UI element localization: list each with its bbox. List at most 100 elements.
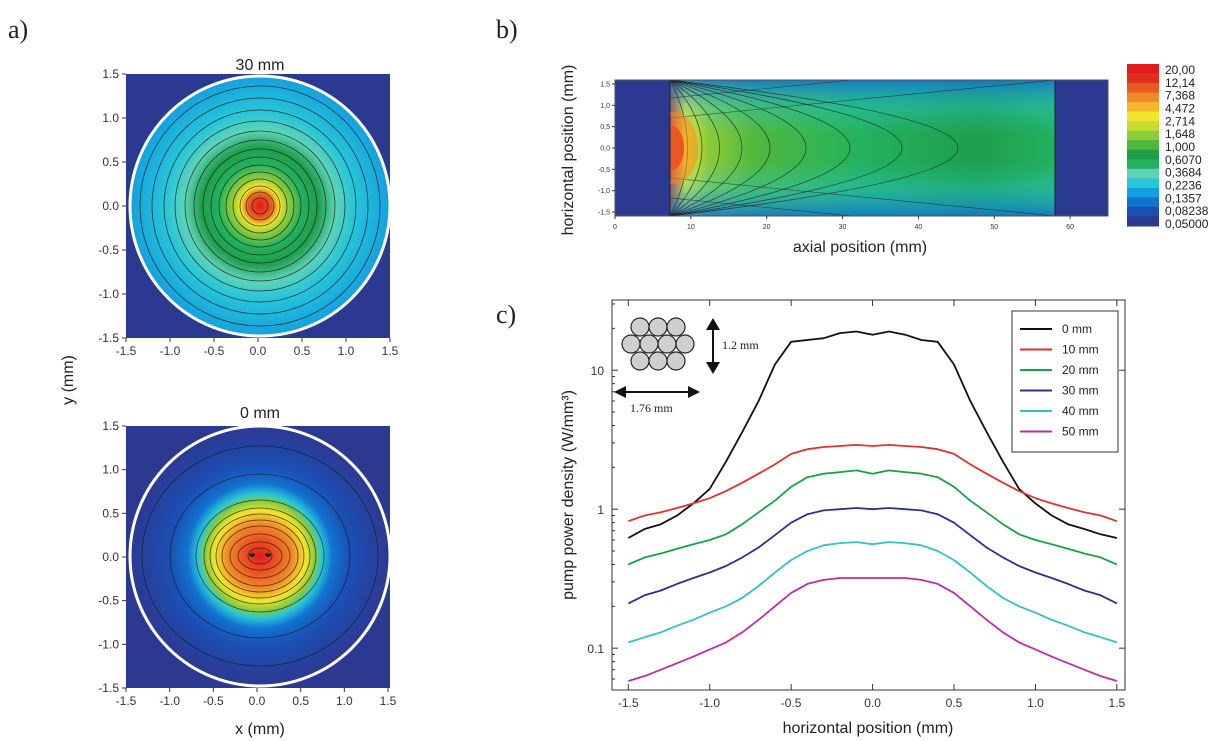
colorbar-label: 0,2236 [1165, 179, 1202, 193]
colorbar-segment [1127, 149, 1159, 160]
axial-y-tick-label: 1,0 [600, 103, 610, 110]
heatmap-0mm-aperture [128, 424, 392, 688]
heatmap-30mm-y-tick-label: 0.0 [102, 199, 119, 213]
colorbar-segment [1127, 168, 1159, 179]
series-line-30-mm [627, 507, 1118, 605]
heatmap-30mm-y-tick-label: 1.0 [102, 111, 119, 125]
colorbar-segment [1127, 178, 1159, 189]
heatmap-0mm-y-tick-label: 0.0 [102, 550, 119, 564]
colorbar-segment [1127, 216, 1159, 227]
heatmap-30mm-aperture [128, 74, 392, 338]
width-label: 1.76 mm [630, 401, 673, 415]
colorbar-segment [1127, 64, 1159, 75]
axial-x-tick-label: 0 [613, 224, 617, 231]
series-line-40-mm [628, 541, 1118, 644]
contour-line [151, 97, 369, 315]
panel-label-c: c) [496, 300, 516, 329]
contour-line [670, 197, 860, 216]
contour-line [670, 80, 807, 216]
colorbar-segment [1127, 92, 1159, 103]
colorbar-segment [1127, 73, 1159, 84]
fiber-icon [666, 317, 686, 337]
height-label: 1.2 mm [722, 338, 759, 352]
contour-line [209, 513, 311, 599]
contour-line [141, 445, 379, 667]
colorbar-segment [1127, 187, 1159, 198]
fiber-icon [630, 351, 650, 371]
colorbar-segment [1127, 102, 1159, 113]
colorbar-segment [1127, 111, 1159, 122]
heatmap-y-axis-title: y (mm) [60, 355, 77, 405]
heatmap-0mm: 0 mm -1.5 -1.0 -0.5 0.0 0.5 1.0 1.5 -1.5 -1.0 -0… [98, 405, 396, 708]
contour-line [174, 120, 346, 292]
heatmap-30mm-field [130, 76, 390, 336]
contour-line [169, 473, 351, 639]
heatmap-30mm-x-tick-label: -0.5 [204, 344, 225, 358]
colorbar-segment [1127, 197, 1159, 208]
colorbar-segment [1127, 159, 1159, 170]
hotspot-marker [265, 553, 271, 557]
contour-line [215, 519, 305, 593]
heatmap-30mm-x-ticks: -1.5 -1.0 -0.5 0.0 0.5 1.0 1.5 [116, 338, 399, 358]
heatmap-0mm-x-tick-label: -0.5 [203, 694, 224, 708]
contour-line [239, 185, 281, 227]
axial-heatmap-y-ticks: 1,5 1,0 0,5 0,0 -0,5 -1,0 -1,5 [598, 82, 615, 217]
fiber-bundle-icon [621, 317, 695, 371]
legend-label: 30 mm [1062, 384, 1099, 398]
heatmap-0mm-y-tick-label: 1.5 [102, 419, 119, 433]
contour-line [670, 80, 851, 216]
heatmap-30mm: 30 mm -1.5 -1.0 -0.5 0.0 0.5 1.0 1.5 -1.5-1.0-… [98, 57, 398, 358]
series-line-0-mm [627, 330, 1118, 539]
heatmap-30mm-y-tick-label: 0.5 [102, 155, 119, 169]
heatmap-30mm-x-tick-label: 1.5 [382, 344, 399, 358]
hotspot-marker [249, 553, 255, 557]
heatmap-30mm-contours [139, 85, 381, 327]
hotspot-halo [670, 112, 698, 184]
colorbar-label: 0,6070 [1165, 153, 1202, 167]
series-line-50-mm [628, 577, 1118, 682]
contour-line [670, 80, 771, 216]
fiber-icon [630, 317, 650, 337]
legend-label: 10 mm [1062, 343, 1099, 357]
heatmap-0mm-title: 0 mm [240, 405, 280, 422]
line-x-tick-label: 0.5 [946, 696, 963, 710]
axial-y-tick-label: -1,5 [598, 210, 610, 217]
heatmap-0mm-x-tick-label: 1.0 [336, 694, 353, 708]
axial-heatmap-y-axis-title: horizontal position (mm) [560, 65, 577, 236]
colorbar-segment [1127, 121, 1159, 132]
axial-y-tick-label: -0,5 [598, 167, 610, 174]
contour-line [229, 533, 291, 579]
colorbar-label: 2,714 [1165, 114, 1195, 128]
contour-line [670, 80, 743, 216]
contour-line [202, 148, 318, 264]
legend-label: 40 mm [1062, 404, 1099, 418]
line-x-tick-label: -0.5 [781, 696, 802, 710]
legend-label: 20 mm [1062, 363, 1099, 377]
series-line-20-mm [627, 469, 1118, 566]
heatmap-30mm-y-tick-label: -1.0 [98, 287, 119, 301]
contour-line [225, 171, 295, 241]
contour-line [251, 197, 269, 215]
axial-heatmap-edge-falloff [670, 80, 1055, 216]
axial-x-tick-label: 60 [1066, 224, 1074, 231]
heatmap-0mm-contours [141, 445, 379, 667]
fiber-bundle-inset: 1.2 mm 1.76 mm [614, 317, 759, 415]
heatmap-30mm-y-tick-label: -1.5 [98, 331, 119, 345]
heatmap-30mm-y-tick-label: -0.5 [98, 243, 119, 257]
heatmap-0mm-x-tick-label: -1.0 [159, 694, 180, 708]
colorbar-label: 0,3684 [1165, 166, 1202, 180]
axial-x-tick-label: 50 [990, 224, 998, 231]
contour-line [670, 80, 720, 216]
fiber-icon [675, 334, 695, 354]
heatmap-30mm-x-tick-label: 0.5 [294, 344, 311, 358]
contour-line [670, 80, 903, 216]
contour-line [221, 525, 299, 587]
line-chart-x-axis-title: horizontal position (mm) [783, 720, 954, 737]
contour-line [193, 139, 327, 273]
heatmap-30mm-y-ticks: -1.5 -1.0 -0.5 0.0 0.5 1.0 1.5 [98, 67, 126, 345]
heatmap-0mm-y-tick-label: -1.5 [98, 681, 119, 695]
heatmap-0mm-x-ticks: -1.5 -1.0 -0.5 0.0 0.5 1.0 1.5 [116, 688, 397, 708]
contour-line [247, 547, 273, 565]
colorbar-label: 0,05000 [1165, 217, 1209, 231]
line-chart-series [627, 330, 1118, 682]
